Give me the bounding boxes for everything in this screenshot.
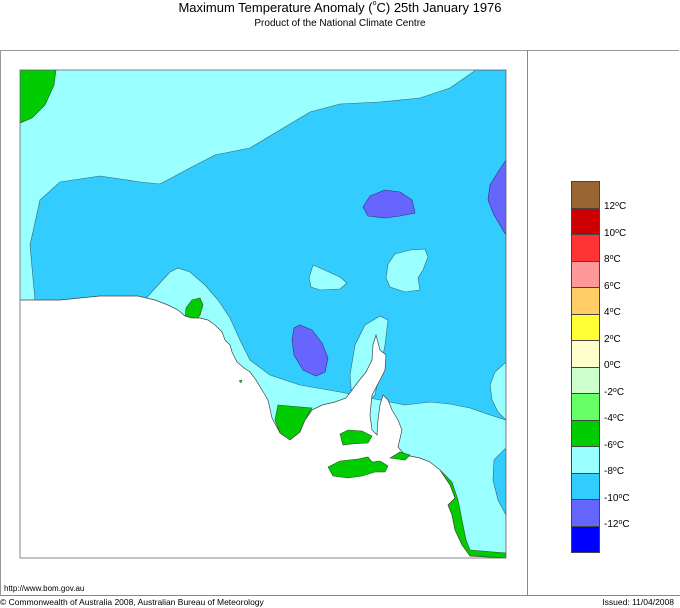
legend-label: -8oC bbox=[604, 466, 625, 477]
legend-label: 12oC bbox=[604, 201, 627, 212]
title-date: C) 25th January 1976 bbox=[376, 0, 502, 15]
contour-minus6-region-1 bbox=[20, 70, 57, 124]
contour-minus10-region-1 bbox=[362, 189, 416, 219]
legend-box-m10-m8 bbox=[571, 472, 600, 499]
map-border bbox=[19, 69, 507, 559]
legend-box-m12-m10 bbox=[571, 499, 600, 526]
color-legend bbox=[571, 181, 600, 553]
legend-label: -12oC bbox=[604, 519, 630, 530]
legend-label: 8oC bbox=[604, 254, 621, 265]
legend-box-6-8 bbox=[571, 260, 600, 287]
footer-divider bbox=[0, 595, 680, 596]
copyright-notice: © Commonwealth of Australia 2008, Austra… bbox=[0, 597, 264, 607]
contour-island-2 bbox=[385, 248, 429, 293]
kangaroo-island bbox=[327, 456, 389, 479]
contour-minus6-region-3 bbox=[274, 404, 313, 441]
legend-box-m6-m4 bbox=[571, 419, 600, 446]
legend-box-gt12 bbox=[571, 181, 600, 208]
legend-box-2-4 bbox=[571, 313, 600, 340]
legend-box-m4-m2 bbox=[571, 393, 600, 420]
degree-symbol: o bbox=[372, 0, 377, 7]
yorke-peninsula-tip bbox=[339, 429, 373, 446]
map-subtitle: Product of the National Climate Centre bbox=[254, 18, 426, 29]
source-url: http://www.bom.gov.au bbox=[4, 584, 85, 593]
contour-minus10-region-2 bbox=[291, 324, 329, 377]
legend-label: 2oC bbox=[604, 333, 621, 345]
legend-label: -4oC bbox=[604, 413, 625, 424]
legend-box-0-2 bbox=[571, 340, 600, 367]
small-island bbox=[238, 379, 243, 384]
legend-divider bbox=[527, 50, 528, 596]
legend-label: -10oC bbox=[604, 492, 630, 504]
title-text: Maximum Temperature Anomaly ( bbox=[178, 0, 373, 15]
legend-box-10-12 bbox=[571, 207, 600, 234]
legend-box-m2-0 bbox=[571, 366, 600, 393]
issued-date: Issued: 11/04/2008 bbox=[602, 597, 674, 607]
map-title: Maximum Temperature Anomaly (oC) 25th Ja… bbox=[0, 0, 680, 16]
legend-label: 10oC bbox=[604, 227, 627, 239]
outer-frame bbox=[0, 50, 679, 596]
fleurieu-patch bbox=[389, 451, 411, 461]
legend-box-8-10 bbox=[571, 234, 600, 261]
legend-box-m8-m6 bbox=[571, 446, 600, 473]
legend-label: 6oC bbox=[604, 280, 621, 292]
legend-label: -6oC bbox=[604, 439, 625, 451]
legend-label: -2oC bbox=[604, 386, 625, 398]
contour-island-1 bbox=[308, 264, 348, 291]
legend-label: 4oC bbox=[604, 307, 621, 318]
legend-box-4-6 bbox=[571, 287, 600, 314]
legend-box-lt-m12 bbox=[571, 525, 600, 553]
contour-island-4 bbox=[489, 361, 506, 421]
land-contours bbox=[20, 70, 506, 558]
legend-label: 0oC bbox=[604, 360, 621, 371]
contour-minus10-region-3 bbox=[487, 159, 506, 237]
